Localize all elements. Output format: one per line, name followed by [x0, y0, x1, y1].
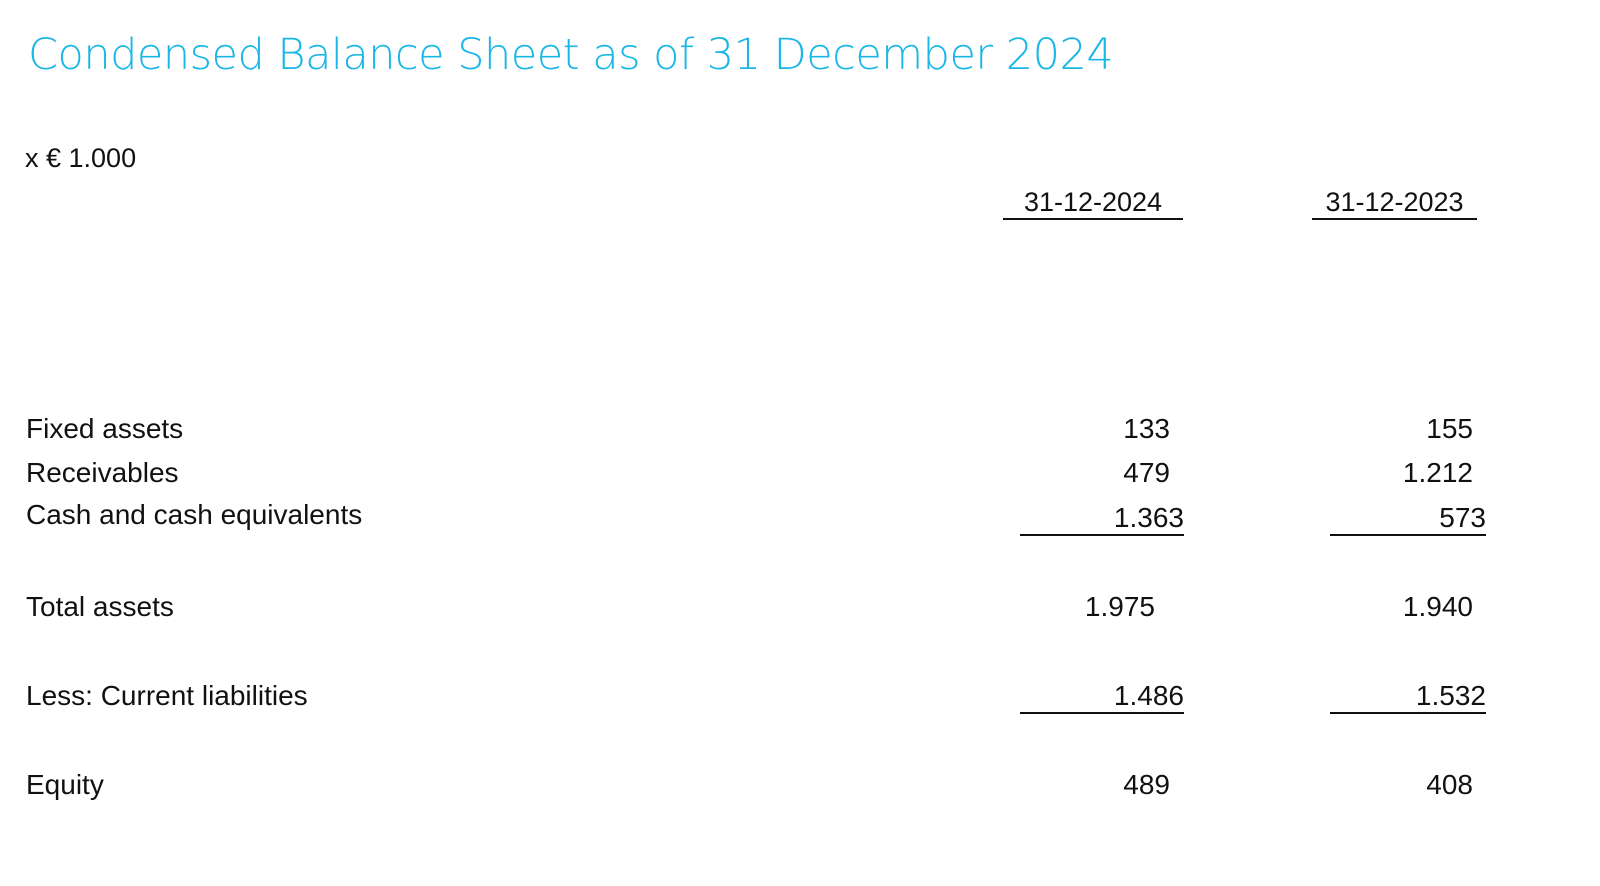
row-label-receivables: Receivables: [26, 457, 179, 488]
value-fixed-assets-2024: 133: [1123, 413, 1170, 444]
column-header-2024: 31-12-2024: [1003, 186, 1183, 220]
value-current-liabilities-2023: 1.532: [1330, 680, 1486, 714]
value-equity-2024: 489: [1123, 769, 1170, 800]
value-fixed-assets-2023: 155: [1426, 413, 1473, 444]
row-label-total-assets: Total assets: [26, 591, 174, 622]
row-label-fixed-assets: Fixed assets: [26, 413, 184, 444]
value-receivables-2023: 1.212: [1402, 457, 1473, 488]
value-equity-2023: 408: [1426, 769, 1473, 800]
value-total-assets-2024: 1.975: [1084, 591, 1155, 622]
value-cash-2024: 1.363: [1020, 502, 1184, 536]
column-header-2023: 31-12-2023: [1312, 186, 1477, 220]
value-receivables-2024: 479: [1123, 457, 1170, 488]
value-current-liabilities-2024: 1.486: [1020, 680, 1184, 714]
row-label-cash: Cash and cash equivalents: [26, 499, 363, 530]
row-label-equity: Equity: [26, 769, 104, 800]
row-label-current-liabilities: Less: Current liabilities: [26, 680, 308, 711]
value-total-assets-2023: 1.940: [1402, 591, 1473, 622]
unit-label: x € 1.000: [25, 143, 137, 173]
value-cash-2023: 573: [1330, 502, 1486, 536]
page-title: Condensed Balance Sheet as of 31 Decembe…: [28, 30, 1114, 80]
